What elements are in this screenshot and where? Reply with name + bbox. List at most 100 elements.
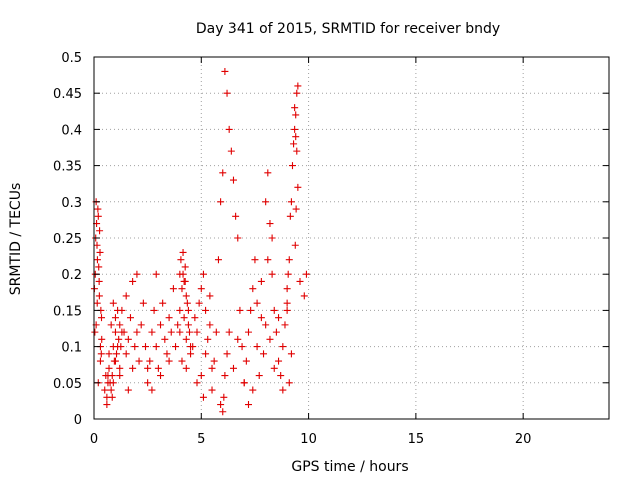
data-point (227, 147, 235, 155)
data-point (187, 350, 195, 358)
data-point (157, 321, 165, 329)
data-point (176, 328, 184, 336)
data-point (290, 140, 298, 148)
data-point (291, 125, 299, 133)
data-point (107, 321, 115, 329)
data-point (118, 306, 126, 314)
data-point (202, 350, 210, 358)
data-point (197, 285, 205, 293)
data-point (105, 364, 113, 372)
data-point (262, 321, 270, 329)
data-point (133, 328, 141, 336)
data-point (182, 335, 190, 343)
data-point (296, 277, 304, 285)
data-point (146, 357, 154, 365)
data-point (302, 270, 310, 278)
data-point (150, 306, 158, 314)
data-point (120, 328, 128, 336)
data-point (219, 169, 227, 177)
data-point (193, 379, 201, 387)
data-point (220, 393, 228, 401)
data-point (202, 306, 210, 314)
data-point (219, 408, 227, 416)
data-point (182, 364, 190, 372)
data-point (181, 277, 189, 285)
data-point (163, 350, 171, 358)
data-point (272, 328, 280, 336)
data-point (178, 285, 186, 293)
data-point (270, 306, 278, 314)
data-point (103, 401, 111, 409)
data-point (95, 292, 103, 300)
x-tick-label: 0 (90, 432, 98, 447)
data-point (283, 306, 291, 314)
axis-ticks (93, 56, 609, 420)
data-point (232, 212, 240, 220)
data-point (199, 393, 207, 401)
y-tick-label: 0.1 (61, 341, 82, 356)
data-point (179, 270, 187, 278)
chart-title: Day 341 of 2015, SRMTID for receiver bnd… (196, 21, 500, 37)
data-point (292, 205, 300, 213)
data-point (161, 335, 169, 343)
data-point (95, 263, 103, 271)
data-point (223, 89, 231, 97)
data-point (208, 386, 216, 394)
data-point (174, 321, 182, 329)
data-point (94, 212, 102, 220)
data-point (234, 335, 242, 343)
x-tick-labels: 0 5 10 15 20 (90, 432, 532, 447)
data-point (169, 285, 177, 293)
grid-lines (94, 57, 609, 419)
data-point (165, 357, 173, 365)
data-point (268, 234, 276, 242)
data-point (217, 198, 225, 206)
data-point (260, 350, 268, 358)
data-point (251, 256, 259, 264)
data-point (238, 343, 246, 351)
data-point (144, 379, 152, 387)
data-point (94, 205, 102, 213)
data-point (284, 270, 292, 278)
data-point (229, 176, 237, 184)
plot-frame (93, 56, 610, 420)
data-point (264, 256, 272, 264)
data-point (139, 299, 147, 307)
data-point (91, 328, 99, 336)
data-point (279, 386, 287, 394)
data-point (97, 350, 105, 358)
data-point (104, 372, 112, 380)
data-point (249, 386, 257, 394)
x-tick-label: 10 (300, 432, 317, 447)
data-point (249, 285, 257, 293)
data-point (229, 364, 237, 372)
data-point (129, 277, 137, 285)
data-point (111, 357, 119, 365)
data-point (283, 299, 291, 307)
data-point (93, 241, 101, 249)
data-point (172, 343, 180, 351)
data-point (291, 104, 299, 112)
data-point (179, 248, 187, 256)
data-point (208, 364, 216, 372)
data-point (108, 393, 116, 401)
data-point (101, 386, 109, 394)
data-point (96, 248, 104, 256)
data-point (114, 343, 122, 351)
data-point (214, 256, 222, 264)
data-point (122, 292, 130, 300)
data-point (257, 314, 265, 322)
x-tick-label: 20 (515, 432, 532, 447)
data-point (281, 321, 289, 329)
y-axis-title: SRMTID / TECUs (8, 183, 24, 296)
data-point (240, 379, 248, 387)
y-tick-label: 0.45 (53, 87, 82, 102)
data-point (204, 335, 212, 343)
data-point (277, 372, 285, 380)
data-point (293, 147, 301, 155)
data-point (193, 328, 201, 336)
data-point (107, 386, 115, 394)
data-point (176, 306, 184, 314)
data-point (93, 256, 101, 264)
